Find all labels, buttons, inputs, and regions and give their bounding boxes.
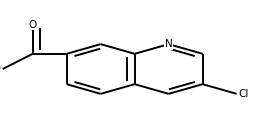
Text: HO: HO (0, 64, 1, 74)
Text: N: N (165, 39, 172, 49)
Text: O: O (29, 20, 37, 30)
Text: Cl: Cl (238, 89, 248, 99)
